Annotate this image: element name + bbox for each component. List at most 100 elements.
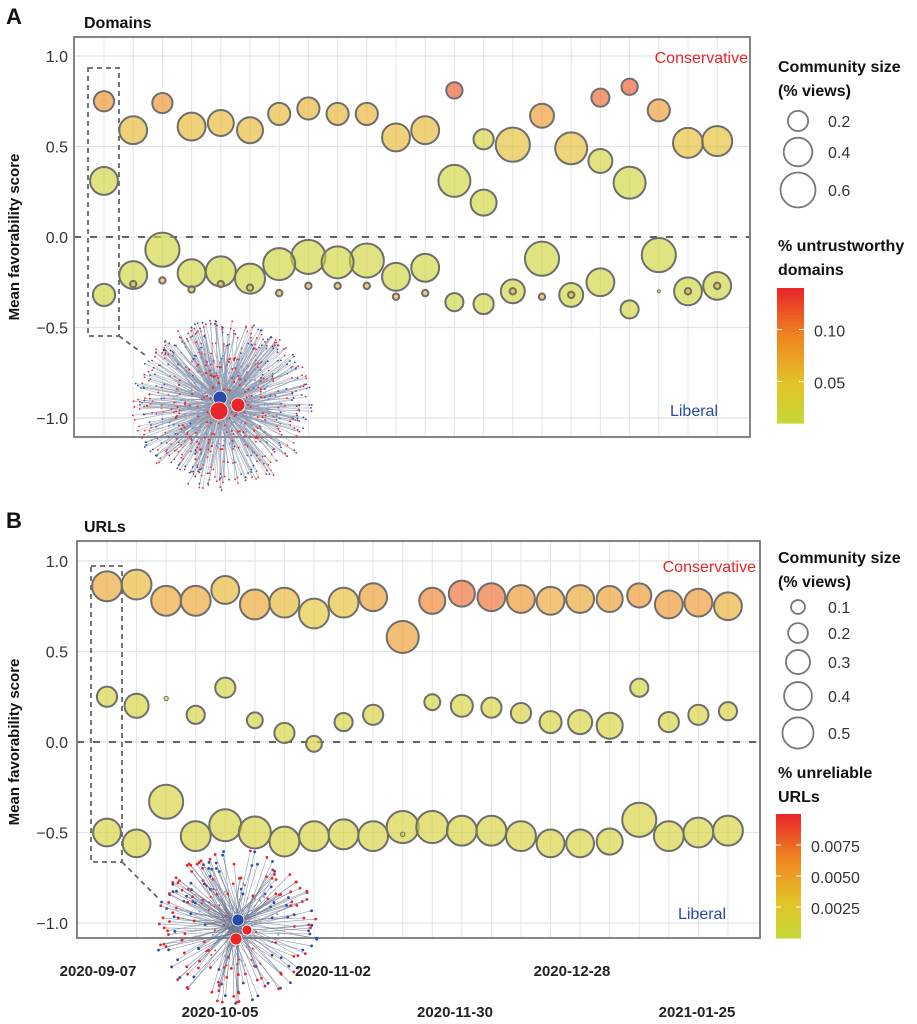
network-node [191, 441, 194, 444]
network-node [191, 360, 193, 363]
network-node [314, 917, 318, 921]
network-node [217, 980, 220, 984]
colorbar-segment [776, 891, 801, 896]
network-node [167, 948, 171, 952]
plot-frame [73, 36, 751, 438]
size-legend-circle [783, 681, 813, 711]
colorbar-tick-label: 0.10 [814, 324, 845, 341]
network-node [227, 371, 230, 374]
colorbar-segment [777, 362, 804, 367]
colorbar-segment [777, 369, 804, 373]
colorbar-tick-label: 0.0050 [811, 870, 860, 887]
network-node [204, 371, 207, 374]
bubble [437, 163, 472, 198]
network-node [149, 374, 152, 377]
network-node [138, 408, 141, 410]
network-node [195, 331, 198, 333]
network-node [149, 378, 152, 381]
network-node [173, 930, 177, 933]
network-node [224, 372, 227, 375]
network-edge [222, 332, 227, 403]
bubble [176, 111, 207, 142]
network-node [201, 321, 204, 324]
network-edge [229, 345, 268, 399]
network-node [167, 435, 170, 438]
network-node [277, 987, 281, 991]
network-node [183, 402, 186, 405]
colorbar-segment [776, 928, 801, 933]
network-node [276, 351, 279, 354]
network-node [178, 412, 181, 415]
bubble [620, 77, 639, 96]
network-node [177, 330, 179, 332]
network-node [189, 863, 193, 867]
network-node [263, 396, 266, 399]
network-node [232, 433, 235, 436]
network-node [145, 441, 148, 444]
network-node [245, 325, 247, 328]
network-node [190, 389, 193, 392]
network-node [286, 363, 289, 366]
bubble [245, 283, 255, 292]
network-node [198, 442, 201, 445]
colorbar-segment [777, 396, 804, 400]
y-tick-label: 1.0 [46, 49, 68, 66]
network-node [193, 901, 197, 905]
network-node [171, 890, 175, 894]
colorbar-segment [777, 338, 804, 343]
network-node [193, 354, 196, 357]
network-node [286, 397, 288, 399]
bubble [449, 693, 474, 718]
network-node [167, 353, 170, 356]
colorbar-segment [777, 379, 804, 384]
network-node [178, 976, 182, 979]
network-node [162, 348, 165, 351]
colorbar-segment [776, 814, 801, 818]
network-node [250, 424, 253, 427]
network-node [214, 476, 216, 478]
network-node [263, 896, 266, 899]
network-node [231, 320, 234, 323]
bubble [612, 165, 647, 200]
colorbar-segment [776, 931, 801, 936]
bubble [713, 281, 722, 291]
bubble [535, 828, 566, 859]
network-node [307, 929, 310, 933]
network-node [186, 431, 189, 434]
bubble [123, 692, 150, 719]
network-node [228, 417, 231, 420]
network-node [212, 361, 215, 364]
bubble [646, 98, 671, 123]
network-node [246, 897, 249, 900]
x-tick-label: 2021-01-25 [659, 1004, 736, 1021]
bubble [151, 91, 174, 115]
network-node [160, 386, 163, 389]
network-node [279, 972, 283, 976]
network-node [223, 475, 226, 478]
network-node [245, 945, 248, 948]
network-edge [236, 928, 282, 975]
bubble [523, 240, 561, 277]
network-edge [216, 412, 265, 464]
network-node [236, 372, 239, 375]
bubble [701, 125, 734, 158]
network-node [300, 393, 303, 396]
network-node [198, 429, 201, 432]
network-node [254, 965, 258, 968]
bubble [362, 281, 371, 291]
bubble [626, 582, 653, 609]
network-node [155, 462, 158, 465]
network-node [187, 332, 190, 335]
network-node [164, 349, 167, 352]
network-node [223, 923, 226, 926]
network-node [148, 393, 151, 396]
bubble [687, 703, 710, 726]
network-node [209, 363, 212, 366]
network-node [266, 338, 269, 341]
network-node [272, 380, 275, 382]
bubble [421, 288, 430, 298]
liberal-label: Liberal [670, 403, 718, 420]
network-node [180, 888, 184, 892]
bubble [418, 586, 447, 615]
network-node [247, 472, 250, 474]
